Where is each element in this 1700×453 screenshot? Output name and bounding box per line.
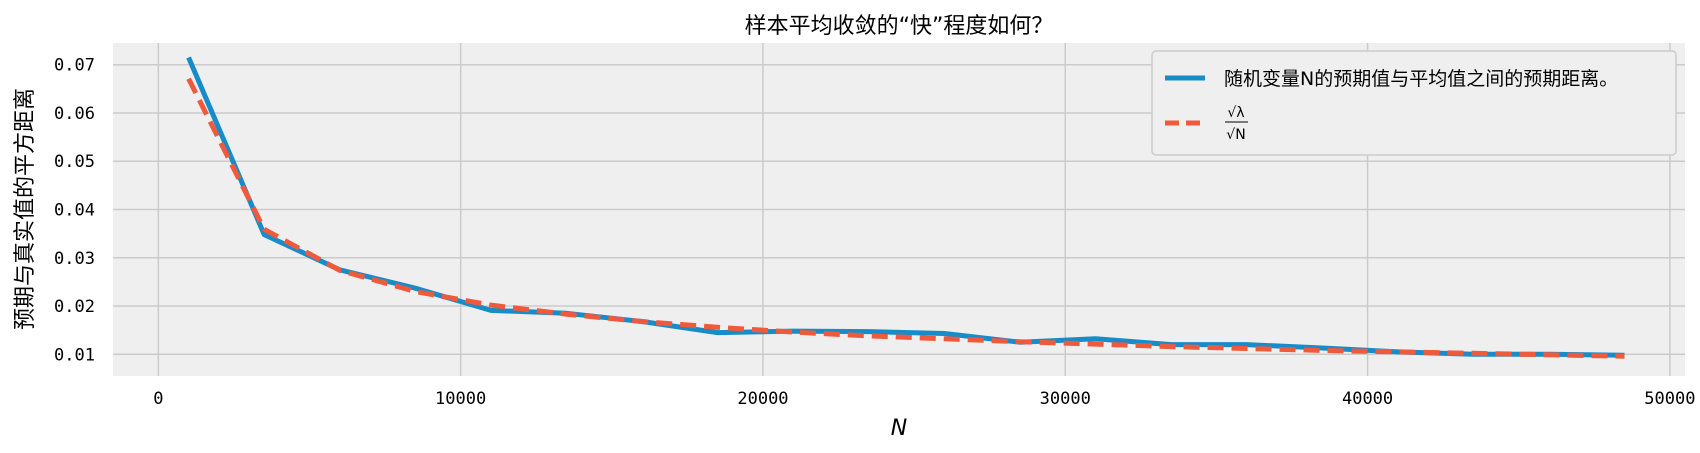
series-line-2: [186, 77, 1625, 359]
x-tick-label: 30000: [1040, 389, 1091, 409]
x-tick-label: 10000: [435, 389, 486, 409]
tick-labels: 0 10000 20000 30000 40000 50000 0.01 0.02 0.03 0.…: [54, 56, 1695, 409]
legend-fraction-numerator: √λ: [1227, 105, 1244, 121]
y-tick-label: 0.06: [54, 104, 95, 124]
y-tick-label: 0.01: [54, 345, 95, 365]
legend: 随机变量N的预期值与平均值之间的预期距离。 √λ √N: [1151, 50, 1677, 156]
x-tick-label: 20000: [737, 389, 788, 409]
y-tick-label: 0.04: [54, 201, 95, 221]
series-lines: [186, 56, 1625, 359]
y-tick-label: 0.02: [54, 297, 95, 317]
legend-label-series-2: √λ √N: [1225, 105, 1248, 143]
x-axis-label: N: [891, 416, 907, 441]
y-tick-label: 0.05: [54, 152, 95, 172]
legend-fraction-denominator: √N: [1226, 127, 1245, 143]
y-tick-label: 0.03: [54, 249, 95, 269]
x-tick-label: 40000: [1342, 389, 1393, 409]
y-axis-label: 预期与真实值的平方距离: [13, 88, 38, 330]
legend-box: [1151, 50, 1677, 156]
x-tick-label: 50000: [1644, 389, 1695, 409]
chart-title: 样本平均收敛的“快”程度如何？: [745, 14, 1054, 39]
y-tick-label: 0.07: [54, 56, 95, 76]
x-tick-label: 0: [153, 389, 163, 409]
legend-label-series-1: 随机变量N的预期值与平均值之间的预期距离。: [1224, 68, 1618, 90]
